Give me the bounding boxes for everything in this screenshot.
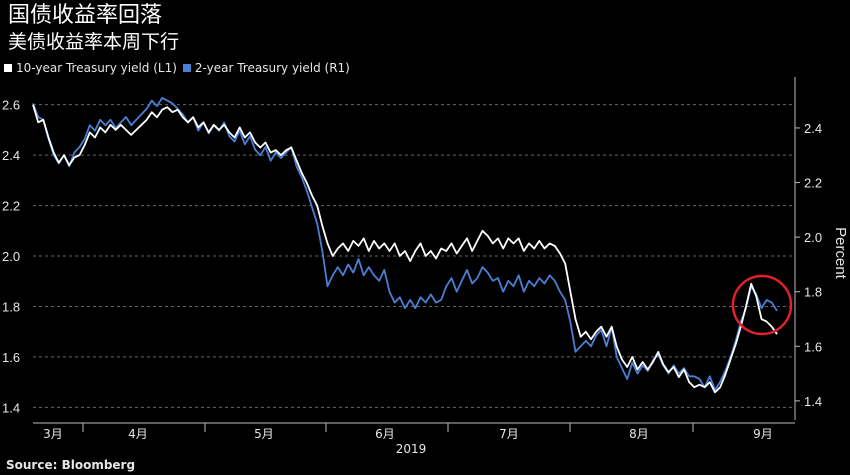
left-tick-label: 2.0	[2, 249, 20, 264]
x-tick-label: 8月	[629, 427, 649, 441]
left-tick-label: 2.6	[2, 98, 20, 113]
legend-item-10y: 10-year Treasury yield (L1)	[4, 61, 177, 75]
right-tick-label: 1.6	[804, 339, 822, 354]
x-tick-label: 7月	[499, 427, 519, 441]
legend-label-2y: 2-year Treasury yield (R1)	[194, 61, 350, 75]
legend-swatch-10y	[4, 64, 12, 72]
legend: 10-year Treasury yield (L1) 2-year Treas…	[4, 61, 350, 75]
legend-label-10y: 10-year Treasury yield (L1)	[16, 61, 177, 75]
left-tick-label: 1.6	[2, 350, 20, 365]
right-tick-label: 1.4	[804, 394, 822, 409]
chart-title: 国债收益率回落	[8, 3, 163, 28]
right-tick-label: 2.2	[804, 176, 822, 191]
x-tick-label: 4月	[128, 427, 148, 441]
x-tick-label: 5月	[254, 427, 274, 441]
x-year-label: 2019	[396, 442, 427, 456]
x-tick-label: 9月	[753, 427, 773, 441]
left-tick-label: 2.2	[2, 199, 20, 214]
left-tick-label: 2.4	[2, 148, 20, 163]
chart-subtitle: 美债收益率本周下行	[8, 31, 180, 53]
legend-swatch-2y	[182, 64, 191, 72]
x-tick-label: 3月	[43, 427, 63, 441]
source-note: Source: Bloomberg	[6, 458, 136, 472]
left-tick-label: 1.8	[2, 299, 20, 314]
highlight-circle	[731, 274, 793, 336]
legend-item-2y: 2-year Treasury yield (R1)	[182, 61, 350, 75]
series-line-2y	[32, 97, 778, 391]
left-tick-label: 1.4	[2, 400, 20, 415]
right-axis-label: Percent	[832, 227, 849, 280]
right-tick-label: 2.0	[804, 230, 822, 245]
right-tick-label: 2.4	[804, 121, 822, 136]
series-line-10y	[32, 104, 778, 394]
x-tick-label: 6月	[375, 427, 395, 441]
right-tick-label: 1.8	[804, 285, 822, 300]
